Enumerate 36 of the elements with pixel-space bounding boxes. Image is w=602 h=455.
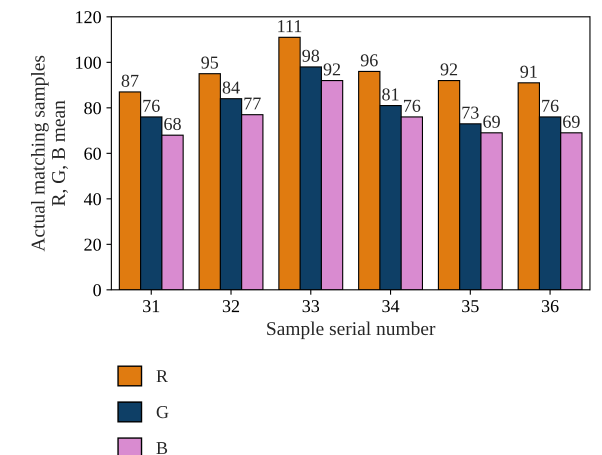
y-axis-title: Actual matching samples R, G, B mean <box>30 56 68 252</box>
x-tick-label: 31 <box>143 300 160 312</box>
data-label: 73 <box>462 106 479 119</box>
y-tick-label: 100 <box>76 56 101 69</box>
x-tick-label: 36 <box>542 300 559 312</box>
y-tick-label: 80 <box>84 102 101 114</box>
legend-label: R <box>156 370 168 382</box>
x-tick-label: 35 <box>462 300 479 312</box>
legend-label: G <box>156 406 168 418</box>
data-label: 87 <box>122 74 138 87</box>
data-label: 76 <box>404 100 420 112</box>
data-label: 68 <box>164 118 181 130</box>
legend-label: B <box>156 442 168 454</box>
x-axis-title: Sample serial number <box>267 321 436 340</box>
data-label: 69 <box>483 116 500 128</box>
data-label: 92 <box>324 63 340 76</box>
data-label: 77 <box>244 98 261 110</box>
data-label: 95 <box>201 56 218 69</box>
x-tick-label: 34 <box>382 300 400 312</box>
data-label: 76 <box>542 100 559 112</box>
data-label: 84 <box>222 81 240 94</box>
x-tick-label: 32 <box>222 300 240 312</box>
data-label: 96 <box>360 54 378 66</box>
data-label: 111 <box>278 20 302 32</box>
y-tick-label: 60 <box>84 148 101 160</box>
y-tick-label: 120 <box>76 11 101 24</box>
data-label: 81 <box>382 88 398 101</box>
data-label: 76 <box>143 100 160 112</box>
data-label: 98 <box>302 50 320 62</box>
data-label: 69 <box>563 116 580 128</box>
y-tick-label: 20 <box>84 238 101 251</box>
data-label: 91 <box>520 66 537 78</box>
y-tick-label: 0 <box>93 284 101 296</box>
y-tick-label: 40 <box>84 193 101 206</box>
data-label: 92 <box>440 63 458 76</box>
x-tick-label: 33 <box>302 300 320 312</box>
